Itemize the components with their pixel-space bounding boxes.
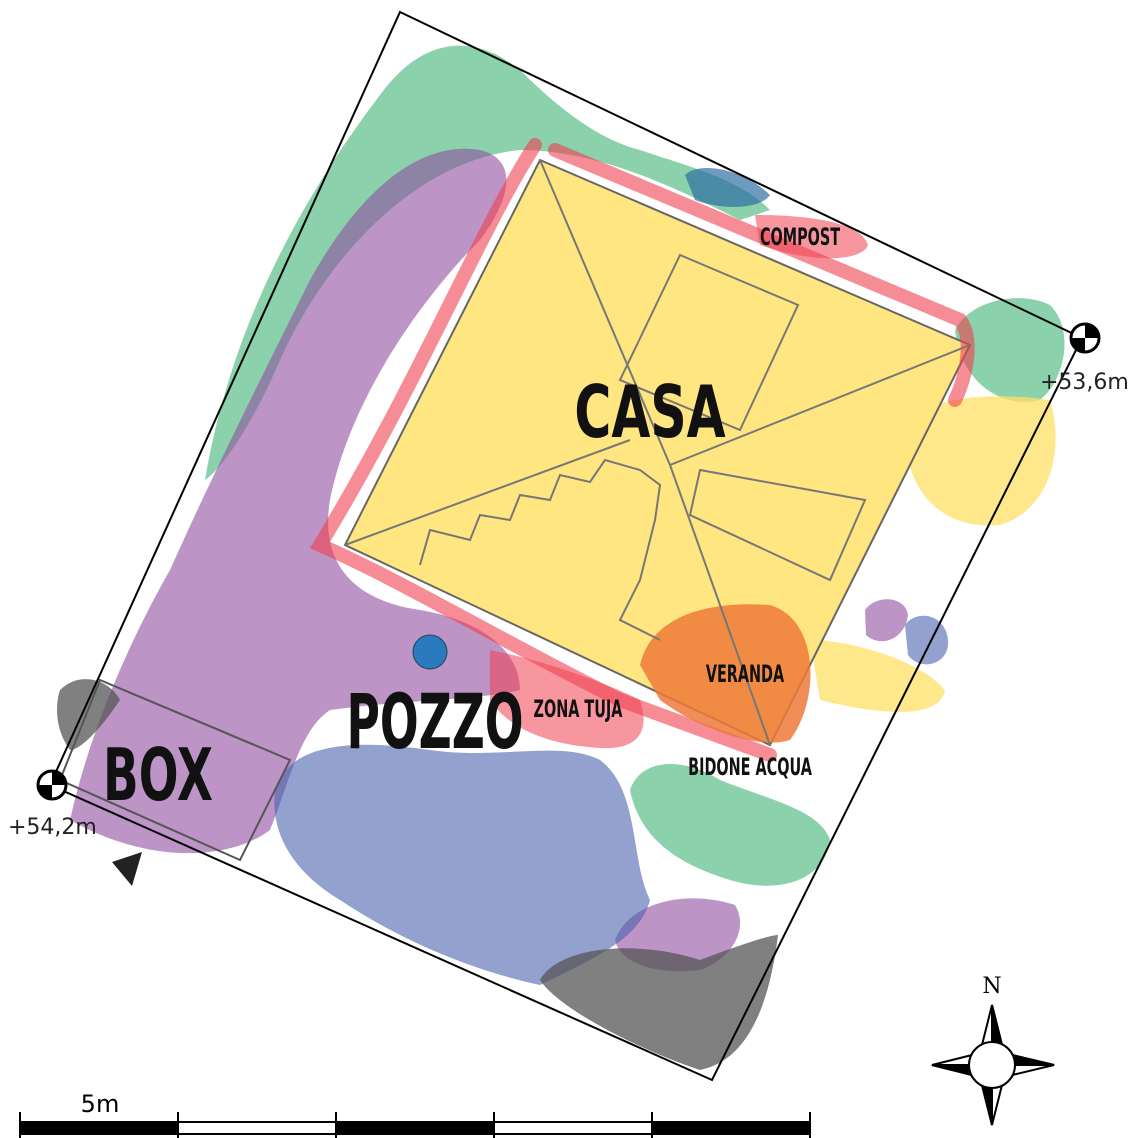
- property-boundary: [48, 10, 1084, 1082]
- house-lines: [344, 159, 971, 746]
- hedge: [309, 138, 975, 762]
- compass-label: N: [982, 974, 1001, 999]
- yellow-area: [905, 396, 1056, 526]
- scale-bar: [19, 1112, 811, 1138]
- yellow-area: [810, 640, 945, 712]
- house-label: CASA: [574, 370, 725, 455]
- grey-area: [57, 679, 120, 750]
- area-label: VERANDA: [706, 660, 785, 688]
- blue-area: [685, 167, 770, 207]
- blue-area: [905, 615, 949, 665]
- elevation-label: +53,6m: [1040, 370, 1129, 395]
- compass: [931, 1004, 1055, 1126]
- red-area: [755, 215, 868, 259]
- grey-area: [540, 935, 778, 1070]
- green-area: [955, 298, 1065, 402]
- elevation-label: +54,2m: [8, 815, 97, 840]
- area-label: BIDONE ACQUA: [688, 753, 812, 781]
- blue-area: [274, 744, 650, 985]
- purple-area: [865, 599, 908, 642]
- entrance-arrow: [112, 852, 142, 886]
- well: [412, 634, 448, 670]
- box-outline: [58, 678, 292, 862]
- purple-area: [70, 148, 520, 854]
- green-area: [630, 763, 830, 886]
- well-label: POZZO: [346, 678, 523, 767]
- scale-label: 5m: [81, 1090, 120, 1118]
- green-area: [205, 45, 770, 481]
- elevation-marker: [36, 322, 1101, 801]
- area-label: ZONA TUJA: [534, 695, 623, 723]
- red-area: [490, 650, 644, 749]
- orange-area: [640, 604, 811, 743]
- box-label: BOX: [103, 735, 213, 818]
- area-label: COMPOST: [760, 223, 840, 251]
